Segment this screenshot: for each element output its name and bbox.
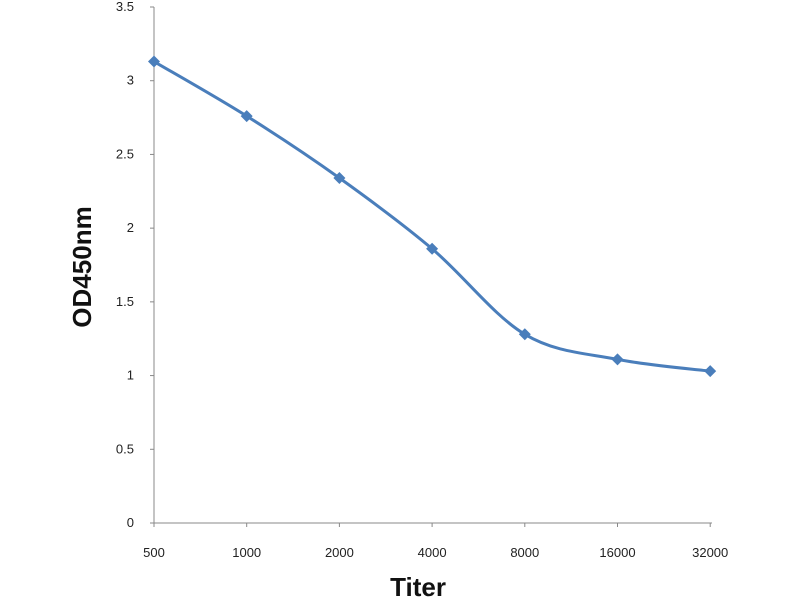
x-tick-label: 16000 <box>599 545 635 560</box>
data-point-marker <box>333 172 346 185</box>
data-point-marker <box>426 242 439 255</box>
y-tick-label: 2 <box>127 220 134 235</box>
series-group <box>148 55 717 378</box>
x-axis-title: Titer <box>390 572 446 600</box>
x-ticks: 500 1000 2000 4000 8000 16000 32000 <box>143 523 728 560</box>
y-tick-label: 0.5 <box>116 441 134 456</box>
x-tick-label: 1000 <box>232 545 261 560</box>
x-tick-label: 4000 <box>418 545 447 560</box>
y-tick-label: 1 <box>127 368 134 383</box>
series-line <box>153 60 711 373</box>
y-tick-label: 2.5 <box>116 146 134 161</box>
y-tick-label: 3.5 <box>116 0 134 14</box>
axes <box>153 7 712 524</box>
x-tick-label: 8000 <box>510 545 539 560</box>
data-point-marker <box>240 110 253 123</box>
y-tick-label: 3 <box>127 73 134 88</box>
data-point-marker <box>704 365 717 378</box>
data-point-marker <box>611 353 624 366</box>
y-tick-label: 1.5 <box>116 294 134 309</box>
x-tick-label: 500 <box>143 545 165 560</box>
y-axis-title: OD450nm <box>67 206 97 327</box>
x-tick-label: 2000 <box>325 545 354 560</box>
data-point-marker <box>518 328 531 341</box>
y-ticks: 0 0.5 1 1.5 2 2.5 3 3.5 <box>116 0 154 530</box>
data-point-marker <box>148 55 160 68</box>
y-tick-label: 0 <box>127 515 134 530</box>
x-tick-label: 32000 <box>692 545 728 560</box>
